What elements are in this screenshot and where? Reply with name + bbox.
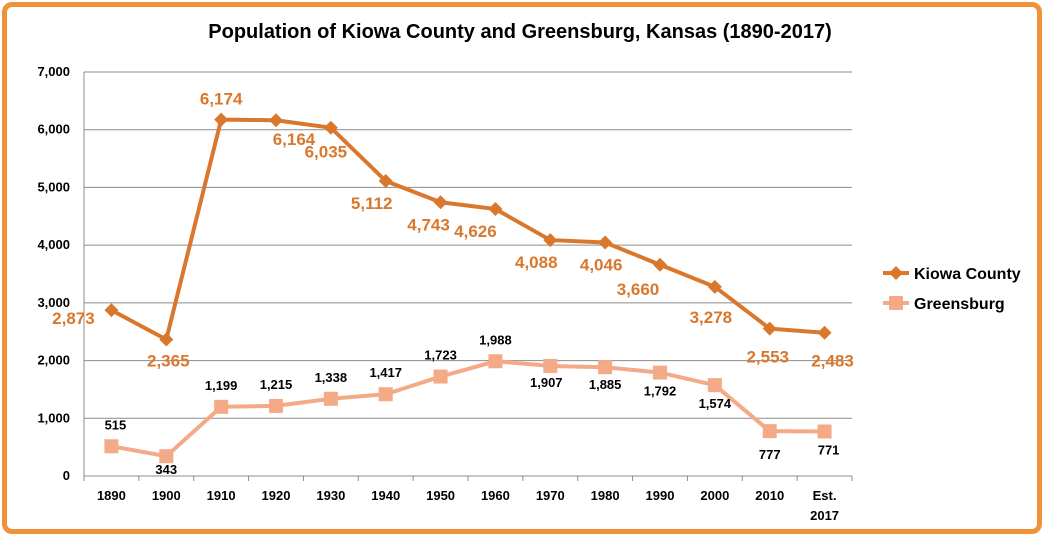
kiowa-marker: [214, 112, 229, 127]
kiowa-data-label: 5,112: [351, 194, 393, 213]
y-tick-label: 1,000: [37, 410, 70, 425]
kiowa-data-label: 4,626: [454, 222, 497, 241]
greensburg-marker: [817, 424, 832, 439]
greensburg-data-label: 1,723: [424, 348, 457, 363]
x-tick-label: 1980: [591, 488, 620, 503]
kiowa-data-label: 2,873: [52, 309, 95, 328]
kiowa-marker: [269, 113, 283, 128]
x-tick-label: 1940: [371, 488, 400, 503]
series-layer: [104, 112, 832, 464]
kiowa-data-label: 3,278: [690, 308, 733, 327]
kiowa-data-label: 4,743: [407, 215, 450, 234]
greensburg-data-label: 343: [155, 462, 177, 477]
kiowa-data-label: 2,553: [746, 348, 789, 367]
greensburg-marker: [598, 360, 613, 375]
kiowa-marker: [433, 195, 448, 210]
y-tick-label: 6,000: [37, 122, 70, 137]
kiowa-data-label: 3,660: [617, 280, 660, 299]
legend-greensburg-label: Greensburg: [914, 296, 1005, 313]
y-tick-label: 2,000: [37, 353, 70, 368]
kiowa-marker: [543, 233, 558, 248]
y-tick-label: 0: [63, 468, 70, 483]
kiowa-marker: [707, 279, 722, 294]
gridlines: [84, 71, 852, 419]
kiowa-line: [110, 117, 825, 342]
x-tick-label: 1920: [262, 488, 291, 503]
greensburg-marker: [543, 358, 558, 373]
x-tick-label: 1990: [646, 488, 675, 503]
greensburg-marker: [707, 378, 722, 393]
kiowa-marker: [653, 257, 667, 272]
greensburg-data-label: 1,574: [699, 396, 732, 411]
greensburg-marker: [488, 354, 503, 369]
kiowa-marker: [488, 202, 503, 217]
legend-greensburg-marker: [889, 296, 903, 310]
greensburg-data-label: 1,885: [589, 377, 622, 392]
greensburg-marker: [433, 369, 448, 384]
x-tick-label: 2000: [700, 488, 729, 503]
greensburg-marker: [653, 365, 667, 380]
x-tick-label: 1950: [426, 488, 455, 503]
kiowa-marker: [762, 321, 777, 336]
kiowa-marker: [817, 325, 832, 340]
y-tick-label: 3,000: [37, 295, 70, 310]
kiowa-data-label: 2,483: [811, 352, 854, 371]
kiowa-data-label: 6,035: [305, 143, 348, 162]
greensburg-marker: [378, 387, 393, 402]
kiowa-marker: [159, 332, 174, 347]
x-tick-label: 1960: [481, 488, 510, 503]
kiowa-data-label: 4,088: [515, 253, 558, 272]
x-tick-label: Est.: [813, 488, 837, 503]
kiowa-marker: [378, 173, 393, 188]
greensburg-data-label: 771: [818, 443, 840, 458]
greensburg-marker: [104, 439, 119, 454]
greensburg-data-label: 1,907: [530, 375, 563, 390]
greensburg-data-label: 515: [105, 417, 127, 432]
greensburg-data-label: 1,792: [644, 384, 677, 399]
y-tick-label: 4,000: [37, 237, 70, 252]
x-tick-label: 1890: [97, 488, 126, 503]
x-tick-label: 1910: [207, 488, 236, 503]
legend: Kiowa County Greensburg: [883, 266, 1021, 313]
y-tick-label: 7,000: [37, 64, 70, 79]
y-tick-label: 5,000: [37, 179, 70, 194]
x-tick-label: 1900: [152, 488, 181, 503]
kiowa-marker: [598, 235, 613, 250]
greensburg-line: [111, 359, 825, 459]
greensburg-data-label: 1,417: [369, 365, 402, 380]
greensburg-data-label: 777: [759, 447, 781, 462]
greensburg-data-label: 1,338: [315, 370, 348, 385]
greensburg-data-label: 1,988: [479, 332, 512, 347]
greensburg-marker: [214, 399, 229, 414]
greensburg-data-label: 1,199: [205, 378, 238, 393]
legend-kiowa-marker: [889, 266, 903, 280]
x-tick-label: 1930: [316, 488, 345, 503]
kiowa-marker: [323, 120, 338, 135]
greensburg-marker: [269, 398, 283, 413]
axes: 0 1,000 2,000 3,000 4,000 5,000 6,000 7,000 1890…: [37, 64, 853, 523]
kiowa-data-label: 6,174: [200, 90, 243, 109]
kiowa-marker: [104, 303, 119, 318]
greensburg-marker: [323, 391, 338, 406]
x-tick-label: 2010: [755, 488, 784, 503]
greensburg-data-label: 1,215: [260, 377, 293, 392]
greensburg-marker: [159, 449, 174, 464]
kiowa-data-label: 6,164: [273, 130, 316, 149]
kiowa-data-label: 4,046: [580, 255, 623, 274]
kiowa-data-label: 2,365: [147, 352, 190, 371]
x-tick-label-line2: 2017: [810, 508, 839, 523]
x-tick-label: 1970: [536, 488, 565, 503]
legend-kiowa-label: Kiowa County: [914, 266, 1021, 283]
greensburg-marker: [762, 424, 777, 439]
chart-title: Population of Kiowa County and Greensbur…: [208, 21, 831, 43]
